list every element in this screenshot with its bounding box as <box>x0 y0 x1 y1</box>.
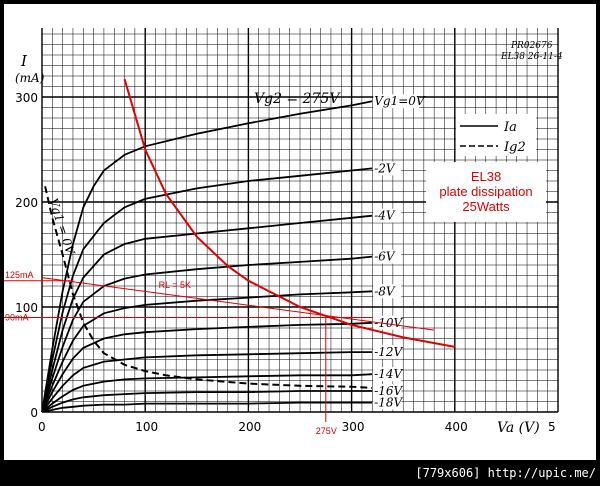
axis-ticks: 0 100 200 300 400 5 0 100 200 300 <box>15 91 556 434</box>
header-code: PR02676 <box>510 41 553 51</box>
vg2-label: Vg2 = 275V <box>254 91 341 107</box>
curve-label: -16V <box>374 384 403 398</box>
x-tick-label: 400 <box>445 420 468 434</box>
header-sub: EL38 26-11-4 <box>500 52 563 62</box>
load-line-label: RL = 5K <box>159 280 191 290</box>
curve-18v <box>41 401 373 413</box>
curve-label: Vg1=0V <box>374 94 426 108</box>
legend: Ia Ig2 <box>456 114 536 156</box>
dissipation-box-background <box>426 162 546 222</box>
curve-4v <box>41 214 373 413</box>
curve-label: -6V <box>374 250 396 264</box>
curve-label-background <box>373 395 402 410</box>
legend-background <box>456 114 536 156</box>
curve-label-background <box>373 208 402 223</box>
red-overlay <box>4 78 455 422</box>
curve-label: -8V <box>374 284 396 298</box>
dissipation-curve <box>123 78 455 348</box>
x-tick-label: 0 <box>38 420 46 434</box>
curve-10v <box>41 321 373 413</box>
curve-label-background <box>373 249 402 264</box>
chart-frame: Vg1=0V -2V -4V -6V -8V -10V -12V -14V -16V -18V P… <box>4 4 596 460</box>
curve-label: -14V <box>374 367 403 381</box>
x-tick-label: 200 <box>238 420 261 434</box>
curve-label-background <box>373 161 402 176</box>
curve-label: -18V <box>374 396 403 410</box>
box-line-3: 25Watts <box>462 199 510 214</box>
image-host-footer: [779x606] http://upic.me/ <box>415 466 596 480</box>
curve-6v <box>41 255 373 413</box>
label-125ma: 125mA <box>5 270 34 280</box>
curve-ig2 <box>44 186 373 389</box>
y-tick-label: 300 <box>15 91 38 105</box>
curve-label-background <box>373 315 402 330</box>
load-line <box>41 277 435 331</box>
legend-ig2: Ig2 <box>503 140 526 155</box>
plate-curves: Vg1=0V -2V -4V -6V -8V -10V -12V -14V -16V-18V <box>41 94 426 413</box>
curve-14v <box>41 373 373 413</box>
curve-label-background <box>373 284 402 299</box>
curve-label-background <box>373 384 402 398</box>
x-tick-label: 5 <box>548 420 556 434</box>
y-axis-label: I <box>20 52 28 70</box>
el38-plate-characteristics-chart: Vg1=0V -2V -4V -6V -8V -10V -12V -14V -16V-18V P… <box>4 28 563 436</box>
curve-label-background <box>373 345 402 360</box>
curve-label-background <box>373 367 402 382</box>
box-line-1: EL38 <box>471 169 501 184</box>
legend-ia: Ia <box>503 120 517 135</box>
label-90ma: 90mA <box>5 313 29 323</box>
y-tick-label: 100 <box>15 301 38 315</box>
curve-label: -2V <box>374 161 396 175</box>
y-tick-label: 0 <box>30 406 38 420</box>
y-tick-label: 200 <box>15 196 38 210</box>
box-line-2: plate dissipation <box>439 184 532 199</box>
curve-2v <box>41 167 373 413</box>
dissipation-box: EL38 plate dissipation 25Watts <box>426 162 546 222</box>
curve-12v <box>41 351 373 413</box>
y-axis-unit: (mA) <box>15 71 45 85</box>
curve-vg10v <box>41 100 373 413</box>
curve-8v <box>41 290 373 413</box>
curve-label-background <box>373 94 420 109</box>
curve-16v <box>41 390 373 413</box>
curve-label: -4V <box>374 209 396 223</box>
x-tick-label: 300 <box>342 420 365 434</box>
curve-label: -12V <box>374 345 403 359</box>
label-275v: 275V <box>316 426 337 436</box>
x-tick-label: 100 <box>135 420 158 434</box>
curve-label: -10V <box>374 316 403 330</box>
x-axis-label: Va (V) <box>497 420 540 436</box>
